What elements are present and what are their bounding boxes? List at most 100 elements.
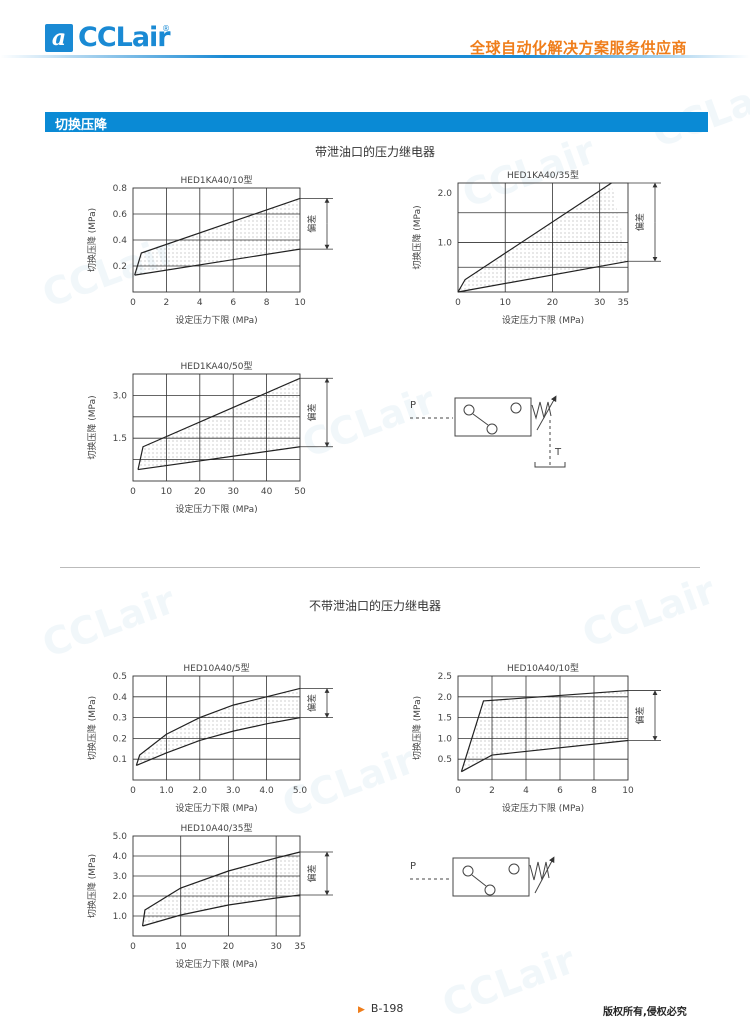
y-tick-label: 1.0	[438, 238, 453, 248]
x-axis-label: 设定压力下限 (MPa)	[502, 314, 584, 326]
x-tick-label: 0	[455, 786, 461, 796]
registered-mark: ®	[162, 24, 170, 33]
x-tick-label: 4	[197, 298, 203, 308]
chart-title: HED10A40/35型	[181, 823, 253, 834]
page-number: ▶ B-198	[358, 1002, 403, 1015]
y-tick-label: 2.0	[438, 189, 453, 199]
x-tick-label: 30	[227, 487, 239, 497]
y-tick-label: 0.5	[113, 672, 127, 682]
deviation-label: 偏差	[634, 213, 646, 231]
symbol-body	[452, 857, 530, 897]
x-tick-label: 35	[294, 942, 305, 952]
upper-limit-line	[460, 689, 629, 772]
chart-4: 0 1.0 2.0 3.0 4.0 5.0 0.1 0.2 0.3 0.4 0.5 HED10A40/…	[86, 663, 333, 814]
x-tick-label: 0	[130, 487, 136, 497]
page-number-text: B-198	[370, 1002, 404, 1015]
plot-frame	[132, 835, 301, 937]
port-circle	[484, 884, 496, 896]
x-tick-label: 10	[622, 786, 634, 796]
group-title-without-drain: 不带泄油口的压力继电器	[308, 599, 441, 613]
deviation-band	[134, 198, 300, 276]
deviation-band	[142, 852, 300, 926]
x-tick-label: 8	[591, 786, 597, 796]
x-axis-label: 设定压力下限 (MPa)	[502, 802, 584, 814]
group-title-with-drain: 带泄油口的压力继电器	[314, 145, 435, 159]
logo-icon: a	[45, 24, 73, 52]
x-tick-label: 6	[557, 786, 563, 796]
chart-title: HED10A40/10型	[507, 663, 579, 674]
plot-frame	[132, 187, 301, 293]
port-label-p: P	[410, 400, 416, 411]
x-tick-label: 3.0	[226, 786, 241, 796]
y-tick-label: 2.0	[113, 892, 128, 902]
y-tick-label: 0.4	[113, 693, 128, 703]
upper-limit-line	[134, 197, 301, 276]
y-tick-label: 2.5	[438, 672, 452, 682]
plot-frame	[132, 373, 301, 482]
port-circle	[463, 404, 475, 416]
deviation-label: 偏差	[306, 404, 318, 422]
lower-limit-line	[142, 894, 301, 927]
y-tick-label: 0.2	[113, 262, 127, 272]
x-tick-label: 1.0	[159, 786, 174, 796]
y-tick-label: 0.8	[113, 184, 128, 194]
y-tick-label: 3.0	[113, 391, 128, 401]
tagline: 全球自动化解决方案服务供应商	[470, 39, 688, 57]
port-circle	[462, 865, 474, 877]
deviation-label: 偏差	[306, 694, 318, 712]
y-tick-label: 0.6	[113, 210, 128, 220]
y-axis-label: 切换压降 (MPa)	[86, 208, 98, 272]
y-tick-label: 5.0	[113, 832, 128, 842]
lower-limit-line	[134, 248, 301, 276]
section-title: 切换压降	[55, 118, 108, 133]
deviation-band	[461, 690, 628, 772]
x-axis-label: 设定压力下限 (MPa)	[175, 314, 257, 326]
x-axis-label: 设定压力下限 (MPa)	[175, 503, 257, 515]
x-tick-label: 0	[130, 298, 136, 308]
chart-title: HED1KA40/50型	[181, 361, 253, 372]
x-tick-label: 0	[455, 298, 461, 308]
y-tick-label: 0.3	[113, 714, 127, 724]
x-tick-label: 40	[261, 487, 273, 497]
x-tick-label: 2	[489, 786, 495, 796]
upper-limit-line	[137, 377, 301, 470]
x-tick-label: 2.0	[193, 786, 208, 796]
deviation-label: 偏差	[634, 707, 646, 725]
chart-title: HED1KA40/35型	[507, 170, 579, 181]
y-tick-label: 0.4	[113, 236, 128, 246]
deviation-band	[458, 183, 628, 292]
logo-text: CCLair	[78, 22, 171, 53]
y-axis-label: 切换压降 (MPa)	[86, 696, 98, 760]
x-tick-label: 10	[499, 298, 511, 308]
port-label-p: P	[410, 861, 416, 872]
y-tick-label: 4.0	[113, 852, 128, 862]
lower-limit-line	[457, 260, 629, 293]
hydraulic-symbol-without-drain: P	[410, 856, 555, 897]
symbol-body	[454, 397, 532, 437]
y-tick-label: 2.0	[438, 693, 453, 703]
spring-icon	[529, 861, 550, 881]
y-tick-label: 0.5	[438, 755, 452, 765]
plot-frame	[132, 675, 301, 781]
deviation-label: 偏差	[306, 864, 318, 882]
y-axis-label: 切换压降 (MPa)	[411, 205, 423, 269]
x-tick-label: 10	[294, 298, 306, 308]
x-tick-label: 6	[230, 298, 236, 308]
port-circle	[486, 423, 498, 435]
x-tick-label: 10	[175, 942, 187, 952]
chart-5: 0 2 4 6 8 10 0.5 1.0 1.5 2.0 2.5 HED10A40/10型设定压力下限…	[411, 663, 661, 814]
y-tick-label: 3.0	[113, 872, 128, 882]
header-divider	[0, 55, 750, 58]
adjust-arrow-icon	[536, 395, 557, 431]
hydraulic-symbol-with-drain: P T	[410, 395, 566, 468]
y-axis-label: 切换压降 (MPa)	[86, 854, 98, 918]
y-tick-label: 1.0	[113, 912, 128, 922]
x-tick-label: 8	[264, 298, 270, 308]
x-tick-label: 4.0	[259, 786, 274, 796]
adjust-arrow-icon	[534, 856, 555, 894]
upper-limit-line	[141, 851, 301, 927]
